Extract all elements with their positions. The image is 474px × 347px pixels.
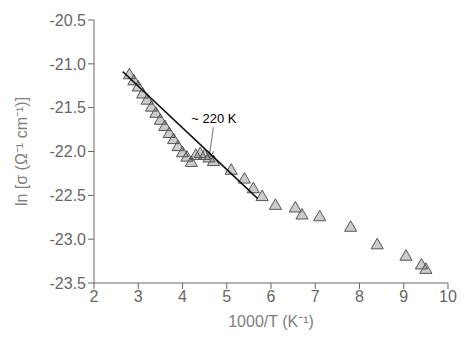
svg-text:ln [σ (Ω⁻¹ cm⁻¹)]: ln [σ (Ω⁻¹ cm⁻¹)] <box>13 97 30 206</box>
svg-text:1000/T (K⁻¹): 1000/T (K⁻¹) <box>228 313 314 330</box>
svg-text:5: 5 <box>222 288 231 305</box>
svg-text:9: 9 <box>399 288 408 305</box>
svg-text:-22.0: -22.0 <box>50 143 87 160</box>
svg-text:-20.5: -20.5 <box>50 12 87 29</box>
svg-text:-22.5: -22.5 <box>50 187 87 204</box>
svg-text:7: 7 <box>311 288 320 305</box>
svg-text:2: 2 <box>90 288 99 305</box>
svg-text:-23.5: -23.5 <box>50 275 87 292</box>
svg-text:-21.0: -21.0 <box>50 56 87 73</box>
svg-text:10: 10 <box>439 288 457 305</box>
svg-text:8: 8 <box>355 288 364 305</box>
svg-text:-23.0: -23.0 <box>50 231 87 248</box>
svg-text:6: 6 <box>267 288 276 305</box>
svg-text:4: 4 <box>178 288 187 305</box>
svg-text:~ 220 K: ~ 220 K <box>191 111 237 126</box>
svg-text:-21.5: -21.5 <box>50 99 87 116</box>
svg-text:3: 3 <box>134 288 143 305</box>
